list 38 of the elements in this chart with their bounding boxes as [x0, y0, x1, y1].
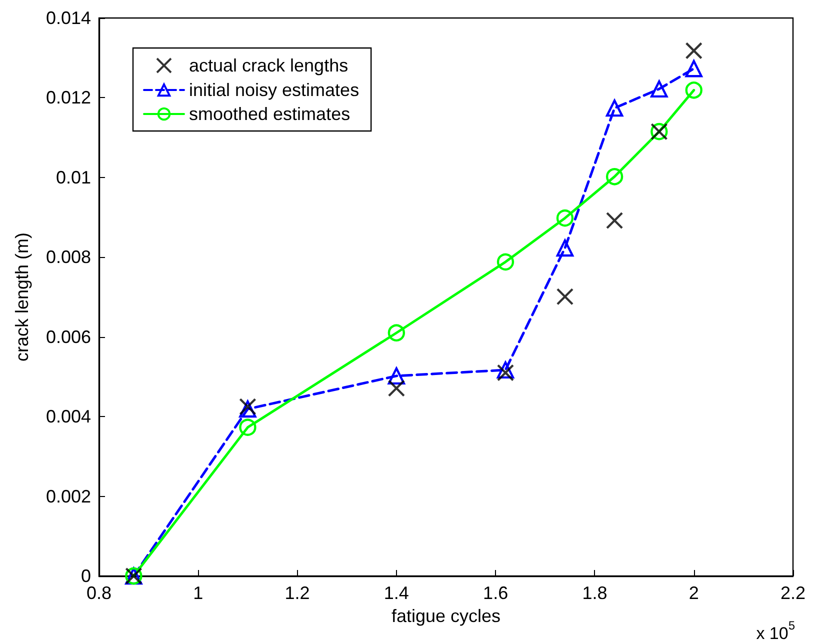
point [606, 99, 624, 117]
legend-label: actual crack lengths [189, 56, 348, 76]
point [388, 380, 406, 397]
x-tick-label: 0.8 [86, 583, 112, 603]
legend-label: smoothed estimates [189, 104, 350, 124]
x-axis-title: fatigue cycles [391, 606, 501, 626]
y-tick-label: 0.002 [46, 486, 91, 506]
point [650, 80, 668, 98]
x-tick-label: 1.8 [582, 583, 608, 603]
point [388, 324, 406, 342]
point [388, 367, 406, 385]
x-tick-label: 1 [193, 583, 204, 603]
y-tick-label: 0.006 [46, 326, 91, 347]
y-tick-label: 0.004 [46, 406, 91, 427]
y-axis-title: crack length (m) [12, 232, 32, 362]
x-tick-label: 1.4 [384, 583, 409, 603]
y-tick-label: 0 [80, 566, 91, 586]
y-tick-label: 0.012 [46, 88, 91, 108]
point [556, 209, 574, 227]
point [496, 361, 514, 379]
point [606, 168, 624, 186]
x-tick-label: 1.2 [284, 583, 310, 603]
point [496, 253, 514, 271]
point [685, 60, 702, 78]
point [556, 288, 574, 306]
x-tick-label: 2.2 [780, 583, 806, 603]
point [606, 212, 624, 230]
y-tick-label: 0.008 [46, 247, 91, 268]
legend-label: initial noisy estimates [189, 80, 360, 100]
point [496, 364, 514, 382]
point [239, 418, 256, 436]
y-tick-label: 0.01 [56, 167, 91, 188]
point [556, 239, 574, 257]
point [685, 42, 702, 60]
point [685, 82, 702, 99]
x-tick-label: 2 [688, 583, 699, 603]
x-tick-label: 1.6 [483, 583, 508, 603]
y-tick-label: 0.014 [46, 8, 91, 28]
